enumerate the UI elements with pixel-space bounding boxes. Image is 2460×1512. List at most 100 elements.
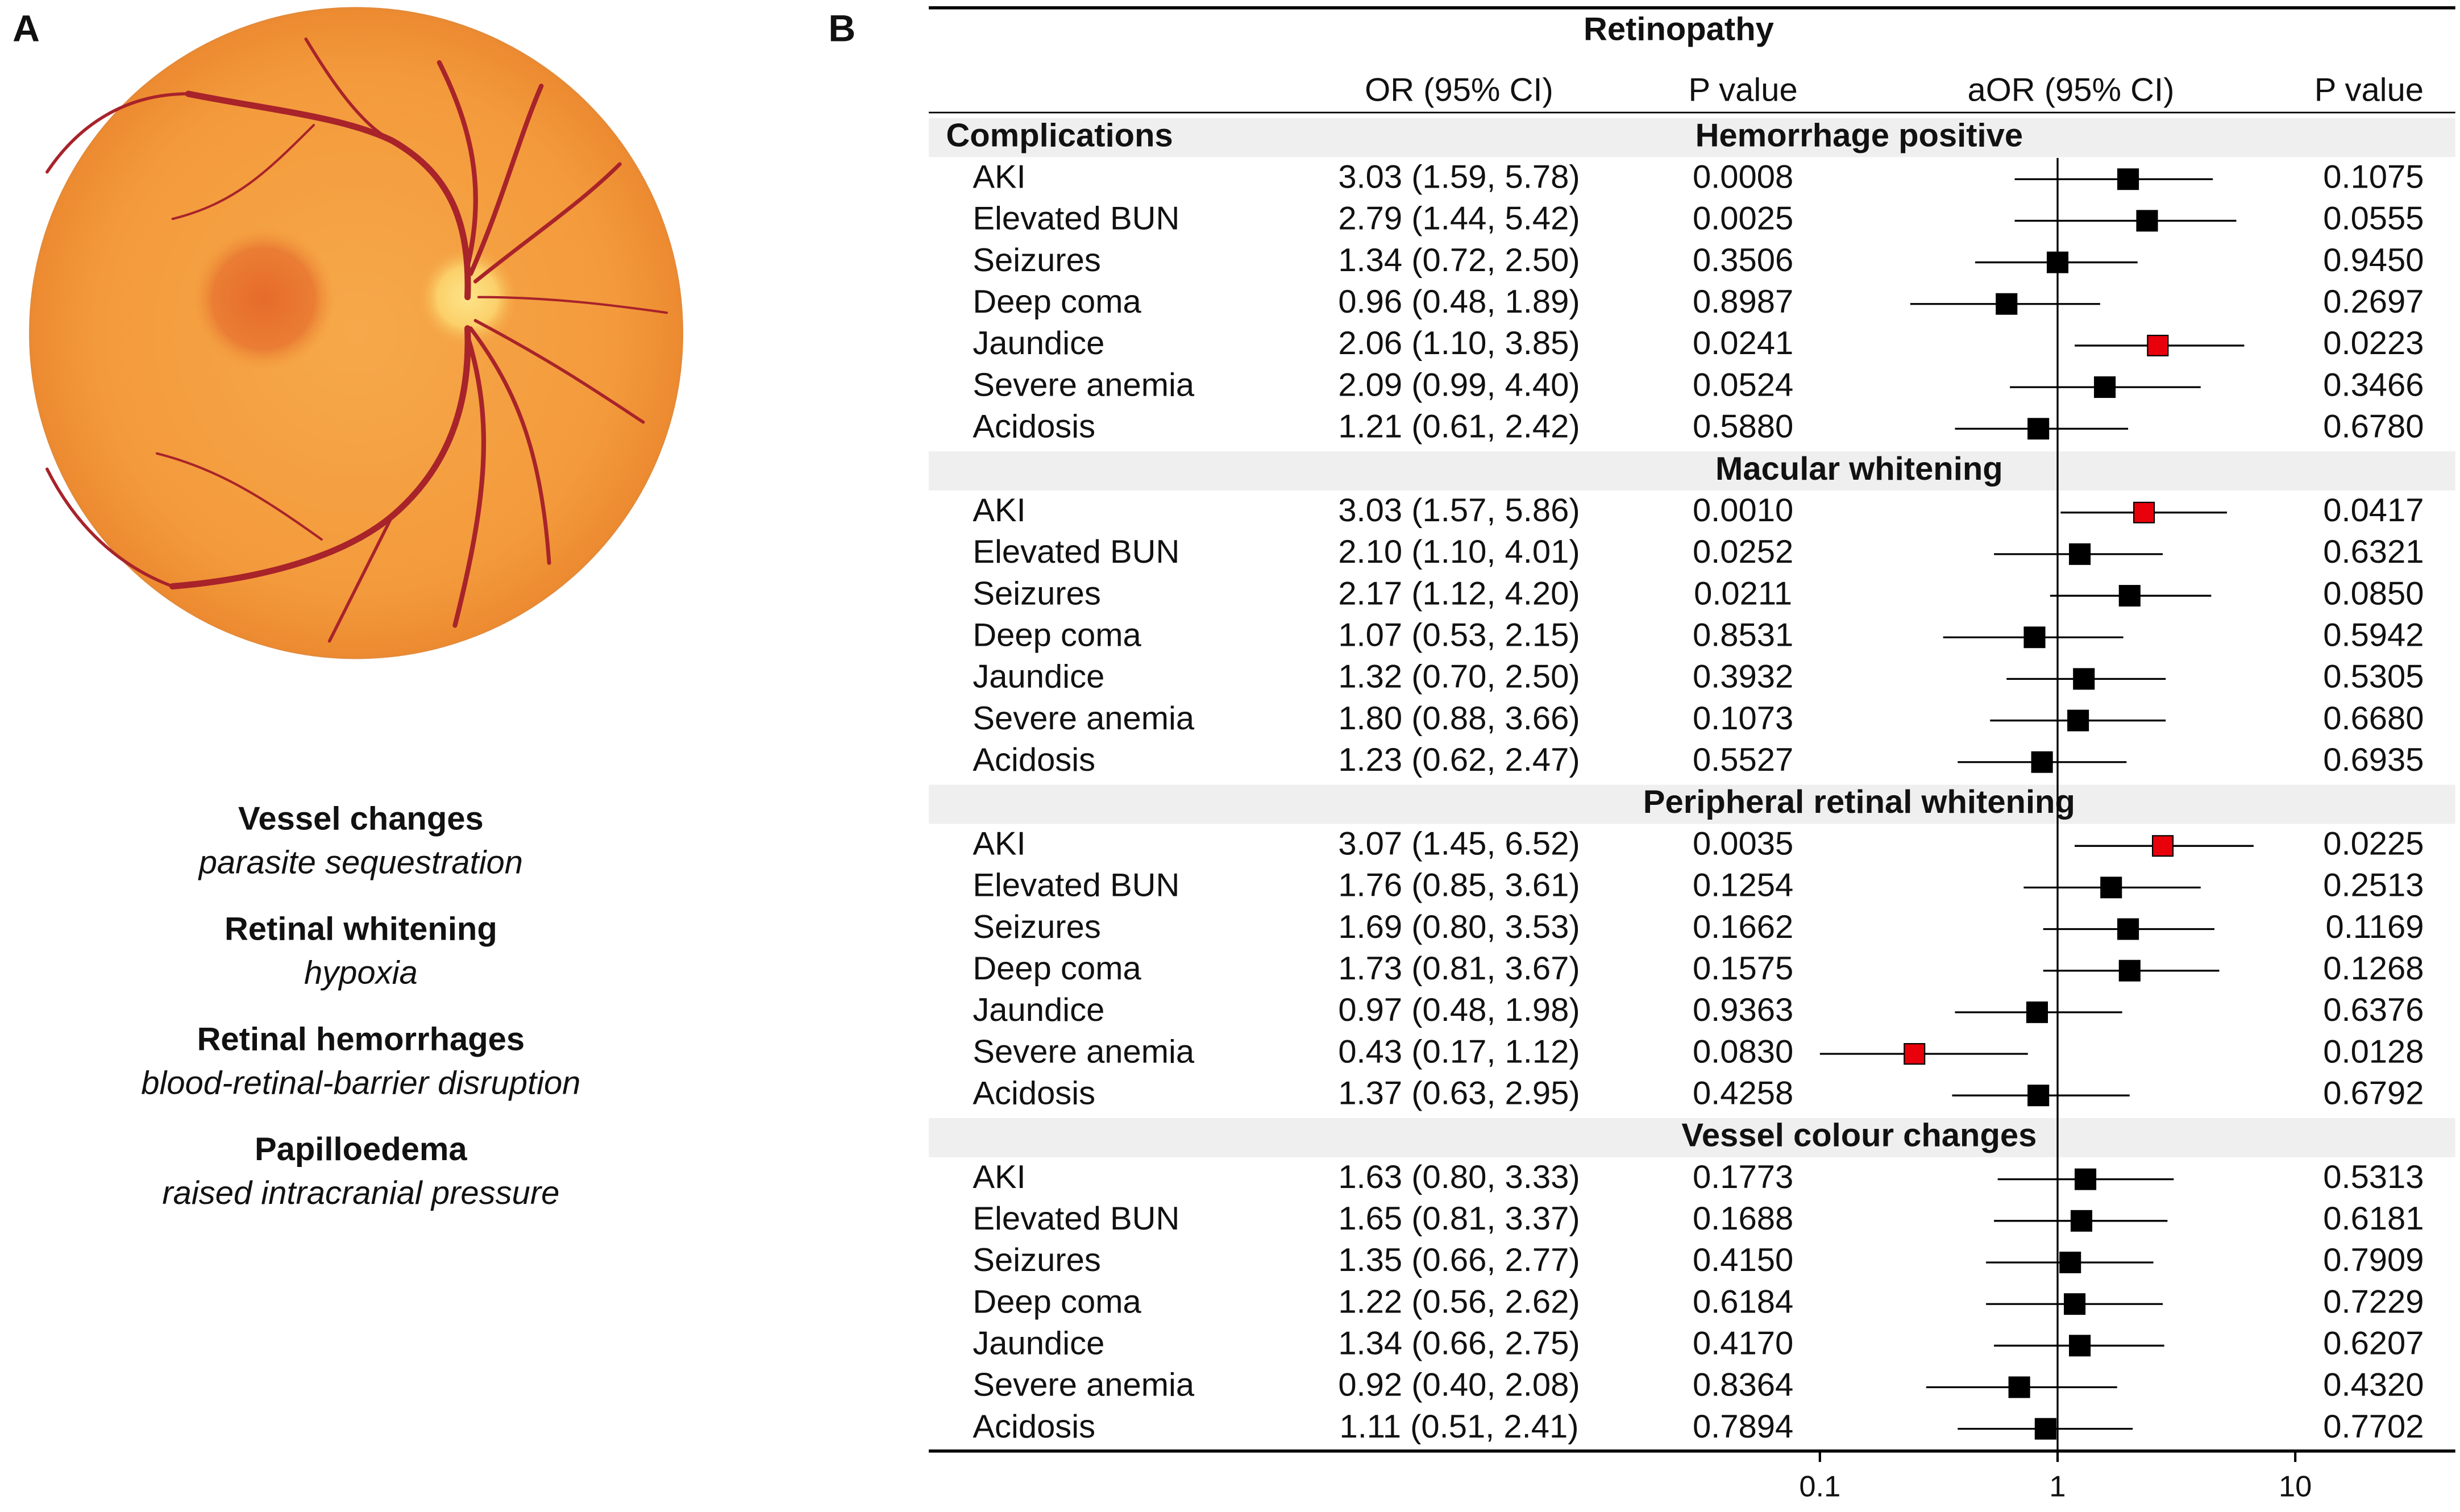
estimate-marker — [2118, 585, 2141, 607]
estimate-marker — [2117, 168, 2139, 190]
p-value: 0.0524 — [1693, 367, 1793, 403]
or-ci: 0.92 (0.40, 2.08) — [1338, 1367, 1580, 1403]
or-ci: 1.23 (0.62, 2.47) — [1338, 742, 1580, 778]
p-value: 0.0241 — [1693, 325, 1793, 362]
estimate-marker — [1996, 293, 2018, 315]
estimate-marker — [2031, 751, 2053, 773]
bands — [929, 118, 2455, 1157]
row-label: AKI — [973, 492, 1025, 529]
x-tick-label: 0.1 — [1799, 1471, 1840, 1503]
group-header: Hemorrhage positive — [1696, 117, 2023, 153]
caption-subtitle: hypoxia — [304, 954, 418, 991]
group-header: Vessel colour changes — [1681, 1118, 2037, 1154]
row-label: Acidosis — [973, 1075, 1095, 1112]
adjusted-p-value: 0.5305 — [2323, 659, 2424, 695]
or-ci: 0.97 (0.48, 1.98) — [1338, 992, 1580, 1028]
row-label: Severe anemia — [973, 1367, 1195, 1403]
row-label: Severe anemia — [973, 367, 1195, 403]
row-label: Seizures — [973, 242, 1100, 279]
row-label: AKI — [973, 1159, 1025, 1195]
estimate-marker — [2070, 1210, 2093, 1232]
or-ci: 1.34 (0.66, 2.75) — [1338, 1326, 1580, 1362]
estimate-marker — [2118, 959, 2141, 982]
row-label: Jaundice — [973, 1326, 1104, 1362]
column-header: P value — [1688, 72, 1797, 109]
estimate-marker — [2034, 1418, 2056, 1440]
row-label: Seizures — [973, 909, 1100, 945]
or-ci: 1.34 (0.72, 2.50) — [1338, 242, 1580, 279]
row-label: Deep coma — [973, 617, 1141, 654]
row-label: Elevated BUN — [973, 534, 1179, 570]
or-ci: 3.03 (1.59, 5.78) — [1338, 159, 1580, 196]
or-ci: 0.43 (0.17, 1.12) — [1338, 1033, 1580, 1070]
p-value: 0.8987 — [1693, 284, 1793, 320]
p-value: 0.1662 — [1693, 909, 1793, 945]
caption-title: Retinal whitening — [225, 911, 497, 947]
estimate-marker — [2073, 668, 2095, 690]
p-value: 0.0035 — [1693, 826, 1793, 862]
estimate-marker — [2136, 210, 2158, 232]
p-value: 0.1254 — [1693, 867, 1793, 904]
or-ci: 1.76 (0.85, 3.61) — [1338, 867, 1580, 904]
estimate-marker — [2069, 1335, 2091, 1357]
or-ci: 2.10 (1.10, 4.01) — [1338, 534, 1580, 570]
fundus-illustration — [29, 7, 684, 659]
column-header: OR (95% CI) — [1365, 72, 1553, 109]
row-label: Deep coma — [973, 1283, 1141, 1320]
adjusted-p-value: 0.6207 — [2323, 1326, 2424, 1362]
p-value: 0.5880 — [1693, 409, 1793, 445]
or-ci: 2.09 (0.99, 4.40) — [1338, 367, 1580, 403]
x-tick-label: 1 — [2049, 1471, 2066, 1503]
adjusted-p-value: 0.6181 — [2323, 1201, 2424, 1237]
estimate-marker — [2059, 1251, 2081, 1273]
x-tick-label: 10 — [2279, 1471, 2312, 1503]
or-ci: 1.35 (0.66, 2.77) — [1338, 1242, 1580, 1278]
estimate-marker — [2147, 334, 2169, 356]
adjusted-p-value: 0.7229 — [2323, 1283, 2424, 1320]
adjusted-p-value: 0.6376 — [2323, 992, 2424, 1028]
estimate-marker — [2151, 835, 2174, 857]
row-label: Elevated BUN — [973, 201, 1179, 237]
or-ci: 1.63 (0.80, 3.33) — [1338, 1159, 1580, 1195]
caption-subtitle: raised intracranial pressure — [162, 1175, 559, 1211]
panel-a-captions: Vessel changes parasite sequestration Reti… — [141, 800, 580, 1211]
adjusted-p-value: 0.1075 — [2323, 159, 2424, 196]
row-label: Acidosis — [973, 409, 1095, 445]
or-ci: 2.17 (1.12, 4.20) — [1338, 575, 1580, 612]
chart-title: Retinopathy — [1584, 11, 1774, 47]
adjusted-p-value: 0.3466 — [2323, 367, 2424, 403]
row-label: AKI — [973, 159, 1025, 196]
row-label: Elevated BUN — [973, 867, 1179, 904]
row-label: Seizures — [973, 575, 1100, 612]
caption-title: Retinal hemorrhages — [197, 1021, 525, 1057]
row-label: Seizures — [973, 1242, 1100, 1278]
group-header: Peripheral retinal whitening — [1643, 784, 2075, 820]
caption-subtitle: parasite sequestration — [198, 845, 523, 881]
p-value: 0.4258 — [1693, 1075, 1793, 1112]
or-ci: 0.96 (0.48, 1.89) — [1338, 284, 1580, 320]
group-band — [929, 451, 2455, 491]
column-header: P value — [2314, 72, 2424, 109]
adjusted-p-value: 0.4320 — [2323, 1367, 2424, 1403]
caption-subtitle: blood-retinal-barrier disruption — [141, 1065, 580, 1101]
estimate-marker — [2023, 626, 2046, 649]
adjusted-p-value: 0.0417 — [2323, 492, 2424, 529]
or-ci: 1.80 (0.88, 3.66) — [1338, 700, 1580, 737]
p-value: 0.1773 — [1693, 1159, 1793, 1195]
p-value: 0.1688 — [1693, 1201, 1793, 1237]
adjusted-p-value: 0.6321 — [2323, 534, 2424, 570]
adjusted-p-value: 0.6680 — [2323, 700, 2424, 737]
estimate-marker — [2064, 1293, 2086, 1315]
estimate-marker — [2133, 501, 2155, 524]
row-label: Elevated BUN — [973, 1201, 1179, 1237]
group-header: Macular whitening — [1715, 451, 2003, 487]
adjusted-p-value: 0.0128 — [2323, 1033, 2424, 1070]
estimate-marker — [2027, 1085, 2050, 1107]
p-value: 0.0252 — [1693, 534, 1793, 570]
p-value: 0.1073 — [1693, 700, 1793, 737]
p-value: 0.8531 — [1693, 617, 1793, 654]
caption-title: Vessel changes — [238, 800, 484, 837]
column-header: aOR (95% CI) — [1967, 72, 2174, 109]
p-value: 0.0830 — [1693, 1033, 1793, 1070]
